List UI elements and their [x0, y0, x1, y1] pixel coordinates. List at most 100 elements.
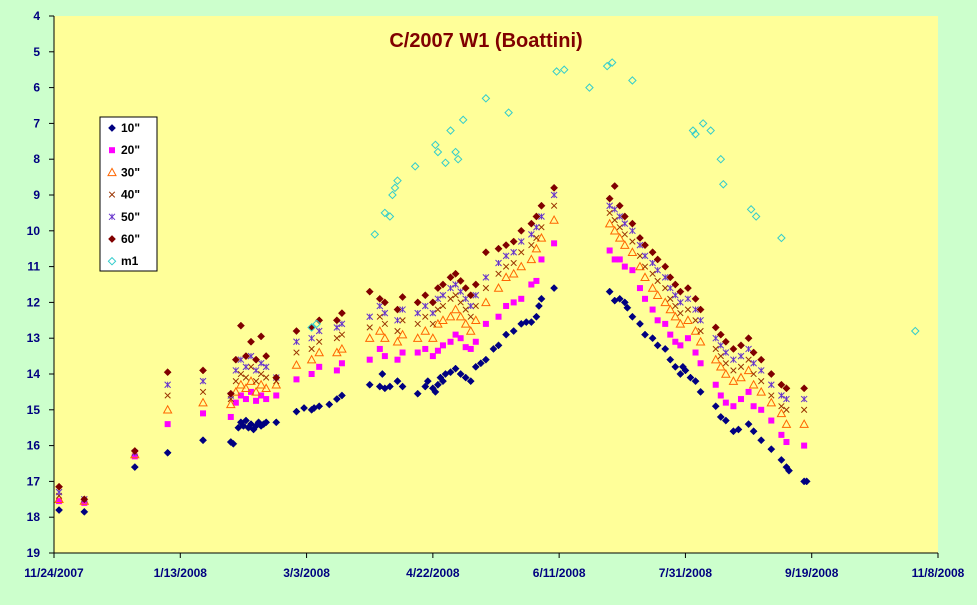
data-point — [692, 317, 699, 324]
data-point — [376, 313, 383, 320]
data-point — [716, 330, 725, 339]
data-point — [711, 323, 720, 332]
data-point — [232, 399, 239, 406]
data-point — [292, 327, 301, 335]
data-point — [239, 421, 248, 430]
data-point — [300, 404, 308, 412]
data-point — [616, 256, 623, 263]
y-tick-label: 12 — [27, 295, 41, 309]
data-point — [263, 396, 270, 403]
data-point — [292, 407, 301, 416]
data-point — [502, 241, 511, 250]
data-point — [434, 295, 442, 303]
data-point — [398, 382, 407, 391]
series-6 — [307, 58, 920, 336]
data-point — [636, 252, 644, 260]
data-point — [532, 312, 541, 321]
data-point — [517, 238, 525, 245]
data-point — [263, 374, 270, 381]
data-point — [648, 334, 657, 343]
data-point — [768, 392, 775, 399]
legend-box — [99, 116, 158, 272]
data-point — [428, 333, 438, 342]
data-point — [439, 377, 447, 386]
data-point — [55, 506, 64, 514]
data-point — [730, 403, 737, 410]
data-point — [611, 216, 618, 224]
data-point — [616, 224, 623, 231]
data-point — [502, 263, 510, 270]
data-point — [768, 417, 775, 424]
data-point — [510, 259, 517, 267]
data-point — [257, 332, 266, 341]
data-point — [200, 410, 207, 417]
data-point — [376, 345, 383, 352]
y-tick-label: 14 — [27, 367, 41, 381]
data-point — [446, 126, 455, 135]
data-point — [696, 387, 705, 396]
data-point — [307, 323, 316, 332]
data-point — [332, 395, 341, 404]
data-point — [413, 298, 422, 307]
data-point — [605, 287, 614, 296]
data-point — [420, 326, 431, 335]
data-point — [677, 309, 684, 317]
data-point — [164, 421, 171, 428]
data-point — [447, 284, 454, 292]
data-point — [684, 335, 691, 342]
data-point — [232, 367, 240, 374]
data-point — [722, 360, 729, 367]
data-point — [653, 341, 662, 350]
data-point — [462, 306, 469, 313]
data-point — [439, 280, 447, 289]
data-point — [466, 291, 475, 300]
data-point — [414, 349, 421, 356]
y-tick-label: 15 — [27, 403, 41, 417]
data-point — [366, 313, 374, 321]
data-point — [528, 281, 535, 288]
data-point — [393, 377, 402, 386]
data-point — [247, 352, 255, 360]
data-point — [697, 327, 704, 335]
data-point — [258, 392, 265, 399]
data-point — [692, 349, 699, 356]
data-point — [640, 272, 650, 282]
data-point — [237, 392, 244, 399]
legend-marker — [107, 256, 117, 266]
data-point — [439, 302, 447, 310]
x-tick-label: 11/8/2008 — [912, 566, 965, 580]
data-point — [231, 386, 241, 396]
legend-marker — [107, 167, 117, 177]
y-tick-label: 19 — [27, 546, 41, 560]
data-point — [609, 225, 620, 235]
data-point — [414, 320, 421, 328]
data-point — [641, 241, 649, 250]
data-point — [785, 466, 793, 475]
data-point — [782, 384, 791, 393]
data-point — [467, 302, 475, 310]
data-point — [293, 376, 300, 383]
data-point — [671, 362, 680, 371]
data-point — [666, 284, 674, 292]
data-point — [670, 311, 681, 321]
data-point — [635, 261, 645, 271]
data-point — [750, 403, 757, 410]
data-point — [414, 309, 422, 317]
data-point — [737, 352, 745, 360]
series-2 — [54, 215, 809, 505]
data-point — [428, 298, 437, 307]
y-tick-label: 17 — [27, 474, 41, 488]
data-point — [628, 76, 637, 85]
data-point — [431, 140, 440, 150]
data-point — [756, 386, 767, 396]
data-point — [537, 294, 546, 303]
data-point — [660, 297, 671, 307]
data-point — [611, 256, 618, 263]
data-point — [667, 331, 674, 338]
x-axis-ticks: 11/24/2007 1/13/2008 3/3/2008 4/22/2008 6/11… — [24, 553, 965, 580]
data-point — [314, 347, 325, 357]
data-point — [465, 326, 476, 335]
x-tick-label: 3/3/2008 — [283, 566, 330, 580]
data-point — [451, 147, 460, 157]
data-point — [758, 378, 765, 385]
